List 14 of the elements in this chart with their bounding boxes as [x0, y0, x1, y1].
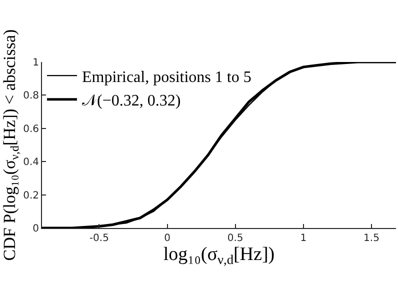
x-axis-title: log₁₀(σ$_{ν,d}$[Hz]) — [163, 244, 275, 267]
y-tick-label: 1 — [32, 58, 39, 68]
x-tick-label: 1.5 — [364, 233, 380, 244]
y-tick-label: 0.6 — [23, 124, 39, 135]
y-tick-label: 0.2 — [23, 190, 39, 202]
y-tick-label: 0 — [32, 224, 39, 234]
legend-label: 𝒩(−0.32, 0.32) — [82, 92, 181, 110]
x-tick-label: -0.5 — [89, 233, 109, 244]
y-tick-label: 0.8 — [23, 90, 39, 102]
x-tick-label: 1 — [300, 233, 307, 244]
legend-label: Empirical, positions 1 to 5 — [82, 68, 252, 86]
y-tick-label: 0.4 — [23, 157, 39, 168]
x-tick-label: 0 — [164, 233, 170, 244]
x-tick-label: 0.5 — [227, 233, 244, 244]
